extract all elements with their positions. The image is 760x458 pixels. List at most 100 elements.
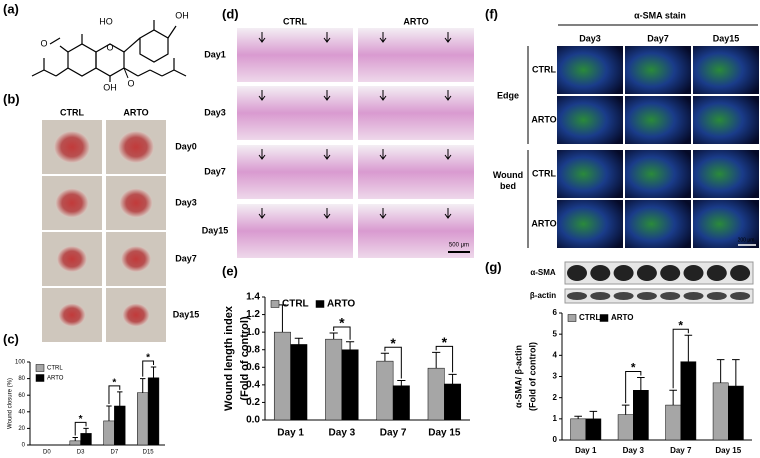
bar <box>80 433 92 446</box>
x-tick-label: Day 15 <box>715 446 741 455</box>
error-bar <box>732 359 740 387</box>
error-bar <box>397 379 406 386</box>
y-tick-label: 0.8 <box>246 344 260 355</box>
arrow <box>379 208 387 219</box>
stain-title: α-SMA stain <box>634 10 686 20</box>
bar <box>444 383 462 421</box>
band <box>636 265 657 281</box>
arrow <box>258 90 266 101</box>
group-label: Edge <box>497 90 519 100</box>
arrow <box>444 32 452 43</box>
band <box>636 292 657 300</box>
error-bar <box>574 415 582 419</box>
micrograph <box>358 86 474 140</box>
y-tick-label: 0.2 <box>246 397 260 408</box>
significance-bracket <box>74 421 87 436</box>
band <box>613 265 634 281</box>
row-label: Day3 <box>175 197 197 207</box>
significance-label: * <box>678 318 683 332</box>
x-tick-label: Day 7 <box>670 446 692 455</box>
bar <box>114 405 126 446</box>
row-label: ARTO <box>531 114 556 124</box>
wound <box>55 188 89 218</box>
atom-label: HO <box>99 16 113 26</box>
arrow <box>323 208 331 219</box>
legend-swatch <box>315 300 325 308</box>
band <box>706 292 727 300</box>
error-bar <box>140 378 146 393</box>
atom-label: OH <box>175 10 189 20</box>
error-bar <box>150 366 157 378</box>
y-tick-label: 0.0 <box>246 415 260 426</box>
atom-label: O <box>127 78 134 88</box>
error-bar <box>669 389 677 406</box>
error-bar <box>345 341 355 350</box>
x-tick-label: D3 <box>77 450 85 456</box>
band <box>683 265 704 281</box>
bar <box>570 418 586 441</box>
atom-label: OH <box>103 82 117 92</box>
column-header: Day3 <box>579 33 601 43</box>
band <box>730 292 751 300</box>
blot-strip <box>564 261 754 285</box>
band <box>706 265 727 281</box>
fluorescence-image <box>693 46 759 94</box>
significance-bracket <box>435 345 454 373</box>
wound <box>118 131 154 163</box>
fluorescence-image <box>625 200 691 248</box>
micrograph <box>237 86 353 140</box>
y-tick-label: 6 <box>553 308 558 317</box>
group-label: Wound bed <box>492 170 524 191</box>
bar <box>325 338 343 421</box>
band-label: α-SMA <box>530 268 556 277</box>
wound <box>54 131 90 163</box>
fluorescence-image <box>557 150 623 198</box>
fluorescence-image <box>625 46 691 94</box>
bar <box>728 385 744 441</box>
y-tick-label: 40 <box>18 409 25 415</box>
bar <box>427 367 445 421</box>
arrow <box>444 90 452 101</box>
wound <box>119 188 153 218</box>
error-bar <box>716 359 725 383</box>
error-bar <box>117 391 123 406</box>
band-label: β-actin <box>530 291 556 300</box>
arrow <box>379 149 387 160</box>
bar <box>137 392 149 446</box>
y-tick-label: 1.2 <box>246 309 260 320</box>
legend-swatch <box>270 300 280 308</box>
atom-label: O <box>40 38 47 48</box>
y-tick-label: 5 <box>553 329 558 338</box>
fluorescence-image <box>557 96 623 144</box>
significance-bracket <box>384 346 402 379</box>
bar <box>585 418 602 441</box>
significance-label: * <box>112 378 116 389</box>
arrow <box>258 149 266 160</box>
bar <box>376 360 394 421</box>
y-tick-label: 1.0 <box>246 327 260 338</box>
band <box>567 265 587 281</box>
significance-bracket <box>108 385 121 404</box>
x-tick-label: D15 <box>143 450 155 456</box>
bond <box>123 67 129 79</box>
band <box>613 292 634 300</box>
legend-swatch <box>35 364 45 372</box>
bar <box>103 420 115 446</box>
y-axis-label: (Fold of control) <box>239 316 251 401</box>
micrograph <box>237 28 353 82</box>
significance-bracket <box>672 328 689 389</box>
error-bar <box>294 337 303 345</box>
legend-swatch <box>599 314 609 322</box>
y-tick-label: 1 <box>553 414 558 423</box>
x-tick-label: Day 1 <box>575 446 597 455</box>
row-label: Day3 <box>204 107 226 117</box>
significance-label: * <box>146 353 150 364</box>
y-tick-label: 60 <box>18 393 25 399</box>
column-header: CTRL <box>283 16 307 26</box>
significance-label: * <box>631 361 636 375</box>
scale-label: 200 μm <box>738 237 755 243</box>
y-tick-label: 3 <box>553 372 558 381</box>
error-bar <box>448 373 457 384</box>
y-tick-label: 20 <box>18 426 25 432</box>
error-bar <box>329 332 338 340</box>
